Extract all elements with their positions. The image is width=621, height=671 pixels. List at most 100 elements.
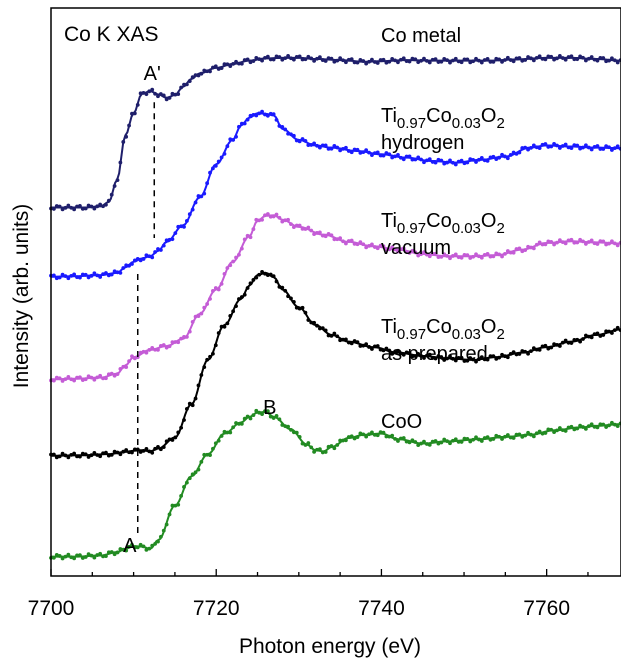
series-4-point <box>393 350 397 355</box>
series-3-point <box>222 271 227 276</box>
series-3-point <box>384 247 389 252</box>
series-3-point <box>610 239 614 244</box>
series-4-point <box>387 348 392 353</box>
series-1-point <box>586 56 591 61</box>
series-1-point <box>75 204 79 209</box>
series-1-point <box>326 56 331 61</box>
series-1-point <box>265 54 270 59</box>
series-5-point <box>615 424 620 428</box>
series-4-point <box>187 401 192 406</box>
series-5-point <box>604 425 609 429</box>
series-1-point <box>459 60 464 65</box>
series-1-point <box>98 202 103 207</box>
series-4-point <box>442 358 447 362</box>
series-4-point <box>557 344 562 348</box>
series-5-point <box>248 416 253 421</box>
series-1-point <box>468 60 473 65</box>
series-1-point <box>546 54 551 59</box>
series-5-point <box>176 502 181 507</box>
series-2-point <box>557 146 562 150</box>
series-1-point <box>211 65 215 70</box>
series-1-point <box>346 57 351 62</box>
series-4-point <box>297 306 302 311</box>
series-5-point <box>601 422 606 427</box>
series-1-point <box>176 92 181 96</box>
series-4-point <box>141 448 146 453</box>
series-4-point <box>104 450 108 455</box>
series-1-point <box>263 56 267 60</box>
series-4-point <box>592 332 597 337</box>
series-1-point <box>555 56 559 61</box>
series-3-point <box>239 246 244 251</box>
series-3-point <box>176 340 181 345</box>
series-2-point <box>323 143 328 148</box>
series-5-point <box>436 441 441 446</box>
series-1-point <box>477 58 481 63</box>
series-3-point <box>439 254 444 259</box>
series-2-point <box>161 243 166 248</box>
series-2-point <box>523 145 528 150</box>
series-5-point <box>586 424 591 429</box>
series-1-point <box>51 207 56 211</box>
series-2-point <box>182 224 186 229</box>
series-3-point <box>459 255 464 260</box>
series-4-point <box>491 354 496 359</box>
series-1-point <box>381 57 386 62</box>
series-1-point <box>465 57 470 62</box>
series-2-point <box>578 146 583 151</box>
series-2-point <box>156 247 160 251</box>
series-2-point <box>239 121 244 126</box>
series-1-point <box>303 57 308 62</box>
series-1-point <box>115 178 120 183</box>
series-2-point <box>63 274 68 279</box>
series-3-point <box>349 238 354 243</box>
series-3-point <box>323 234 328 239</box>
series-3-point <box>396 249 400 254</box>
series-1-point <box>485 57 490 61</box>
series-5-point <box>401 436 406 440</box>
series-4-point <box>358 344 363 348</box>
series-2-point <box>595 144 600 148</box>
series-3-point <box>468 256 473 260</box>
series-2-point <box>141 257 146 261</box>
series-4-point <box>86 455 91 459</box>
series-2-point <box>465 160 470 165</box>
series-5-point <box>141 544 146 549</box>
series-1-point <box>563 57 568 62</box>
series-2-point <box>54 276 59 281</box>
series-4-point <box>543 343 548 348</box>
series-4-point <box>581 337 585 341</box>
series-5-point <box>612 422 617 427</box>
series-4-point <box>497 355 502 360</box>
series-2-point <box>341 146 345 151</box>
series-3-point <box>370 242 374 247</box>
series-5-point <box>135 545 140 550</box>
series-4-point <box>401 352 406 357</box>
series-3-point <box>179 336 184 341</box>
series-5-point <box>118 547 123 551</box>
series-2-point <box>289 132 293 137</box>
series-3-point <box>242 237 247 242</box>
series-2-point <box>130 262 134 266</box>
series-3-point <box>462 252 467 257</box>
series-1-point <box>612 58 617 63</box>
series-3-point <box>274 212 279 217</box>
series-5-point <box>182 485 186 489</box>
series-3-point <box>338 236 343 241</box>
series-1-point <box>289 56 293 61</box>
series-2-point <box>228 137 233 142</box>
series-4-line <box>50 271 621 457</box>
series-4-point <box>127 450 131 455</box>
series-4-point <box>482 357 487 362</box>
series-1-point <box>529 56 533 61</box>
series-5-point <box>329 444 334 448</box>
series-4-point <box>479 355 484 360</box>
series-1-point <box>92 206 97 211</box>
series-4-point <box>598 334 603 338</box>
series-2 <box>49 109 621 281</box>
series-1-point <box>514 56 519 61</box>
series-4-point <box>398 351 403 356</box>
peak-label: A <box>123 535 137 557</box>
series-3-point <box>231 259 236 264</box>
series-2-point <box>69 273 74 278</box>
